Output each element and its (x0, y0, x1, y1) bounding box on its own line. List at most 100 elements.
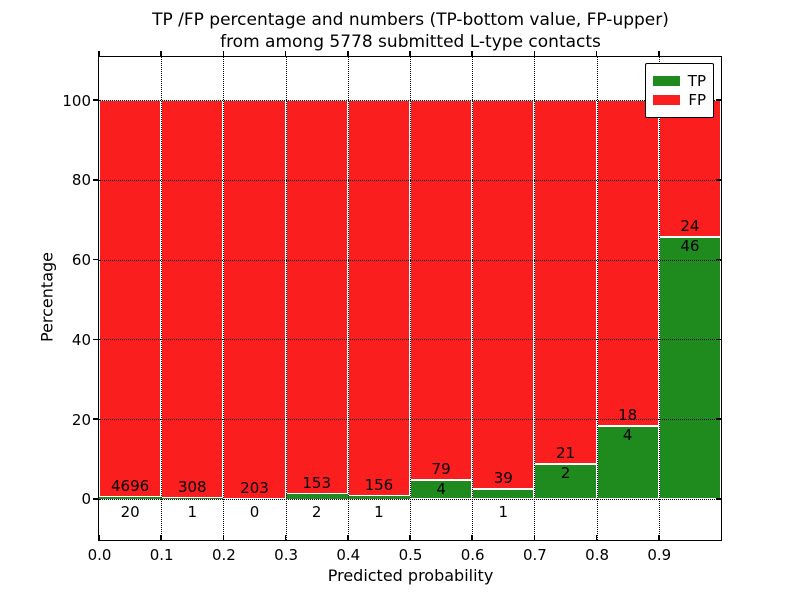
x-tick-label: 0.2 (211, 546, 236, 564)
gridline-vertical (285, 57, 287, 540)
x-tick-label: 0.6 (460, 546, 485, 564)
tp-count-label: 20 (120, 502, 140, 521)
x-tick-mark-bottom (658, 535, 660, 540)
y-tick-mark-right (716, 498, 721, 500)
y-tick-mark-right (716, 338, 721, 341)
y-tick-mark-right (716, 258, 721, 261)
gridline-vertical (472, 57, 474, 540)
x-tick-mark-bottom (409, 535, 411, 540)
bar-segment-fp (99, 100, 162, 498)
bar-segment-fp (596, 100, 659, 427)
gridline-vertical (223, 57, 225, 540)
bar-segment-fp (658, 100, 721, 237)
bar-segment-fp (472, 100, 535, 489)
fp-count-label: 39 (493, 468, 513, 487)
legend-item-fp: FP (653, 92, 706, 108)
x-tick-label: 0.1 (149, 546, 174, 564)
x-tick-label: 0.0 (87, 546, 112, 564)
y-tick-mark-right (716, 179, 721, 181)
x-tick-label: 0.7 (522, 546, 547, 564)
tp-count-label: 1 (187, 502, 198, 521)
y-tick-label: 40 (71, 330, 91, 349)
tp-count-label: 1 (498, 502, 509, 521)
gridline-vertical (534, 57, 536, 540)
tp-count-label: 2 (311, 502, 322, 521)
y-tick-mark-left (92, 258, 98, 261)
x-tick-mark-bottom (284, 535, 287, 540)
bar-segment-tp (99, 497, 162, 499)
fp-count-label: 18 (618, 406, 638, 425)
y-tick-mark-left (92, 338, 98, 341)
bar-segment-tp (596, 426, 659, 499)
gridline-vertical (161, 57, 163, 540)
y-tick-mark-right (716, 418, 721, 420)
fp-count-label: 21 (555, 444, 576, 463)
chart-title: TP /FP percentage and numbers (TP-bottom… (98, 9, 723, 53)
x-tick-mark-top (409, 50, 411, 56)
y-tick-mark-left (92, 179, 98, 181)
x-tick-mark-top (222, 50, 225, 56)
y-tick-label: 100 (62, 91, 91, 110)
x-tick-label: 0.3 (274, 546, 299, 564)
x-tick-mark-top (658, 50, 660, 56)
y-tick-mark-left (92, 99, 98, 101)
bar-segment-tp (161, 497, 224, 499)
fp-count-label: 153 (302, 473, 331, 492)
bar-segment-tp (347, 496, 410, 499)
y-tick-mark-right (716, 99, 721, 101)
x-tick-mark-top (160, 50, 162, 56)
bar-segment-fp (347, 100, 410, 497)
x-tick-mark-top (533, 50, 536, 56)
legend-swatch-tp-icon (653, 76, 680, 86)
tp-count-label: 4 (436, 479, 446, 498)
x-tick-mark-bottom (160, 535, 162, 540)
fp-count-label: 4696 (111, 477, 150, 496)
y-tick-label: 80 (71, 171, 91, 190)
tp-count-label: 1 (374, 502, 384, 521)
x-tick-mark-top (471, 50, 473, 56)
x-tick-mark-bottom (222, 535, 225, 540)
x-tick-label: 0.4 (336, 546, 361, 564)
gridline-vertical (347, 57, 349, 540)
x-axis-label: Predicted probability (327, 566, 494, 585)
legend-label-tp: TP (687, 72, 706, 90)
bar-segment-fp (410, 100, 473, 480)
tp-count-label: 0 (249, 502, 260, 521)
gridline-vertical (596, 57, 598, 540)
bar-segment-tp (285, 493, 348, 499)
fp-count-label: 24 (680, 216, 700, 235)
y-tick-label: 0 (81, 490, 91, 509)
legend-item-tp: TP (653, 73, 706, 89)
legend-swatch-fp-icon (653, 95, 680, 105)
plot-area: 4696 20 308 1 203 0 153 2 156 1 79 4 39 1 21 2 18 4 24 46 (92, 50, 722, 541)
bar-segment-fp (285, 100, 348, 494)
x-tick-mark-bottom (471, 535, 473, 540)
y-tick-mark-left (92, 418, 98, 420)
x-tick-label: 0.8 (585, 546, 610, 564)
bar-segment-tp (658, 236, 721, 499)
tp-count-label: 4 (622, 426, 633, 445)
y-tick-label: 20 (71, 410, 91, 429)
x-tick-mark-top (595, 50, 598, 56)
y-tick-mark-left (92, 498, 98, 500)
bar-segment-fp (534, 100, 597, 465)
chart-title-line2: from among 5778 submitted L-type contact… (220, 32, 601, 52)
x-tick-label: 0.9 (647, 546, 672, 564)
fp-count-label: 203 (240, 478, 269, 497)
x-tick-mark-bottom (533, 535, 536, 540)
bar-segment-tp (472, 488, 535, 499)
x-tick-label: 0.5 (398, 546, 423, 564)
fp-count-label: 308 (177, 477, 207, 496)
x-tick-mark-bottom (98, 535, 100, 540)
gridline-vertical (410, 57, 411, 540)
bar-segment-fp (161, 100, 224, 498)
y-tick-label: 60 (71, 251, 91, 270)
tp-count-label: 46 (680, 236, 700, 255)
legend: TP FP (645, 63, 714, 118)
fp-count-label: 79 (431, 459, 451, 478)
x-tick-mark-top (98, 50, 100, 56)
gridline-vertical (658, 57, 660, 540)
x-tick-mark-top (284, 50, 287, 56)
legend-label-fp: FP (688, 91, 706, 109)
